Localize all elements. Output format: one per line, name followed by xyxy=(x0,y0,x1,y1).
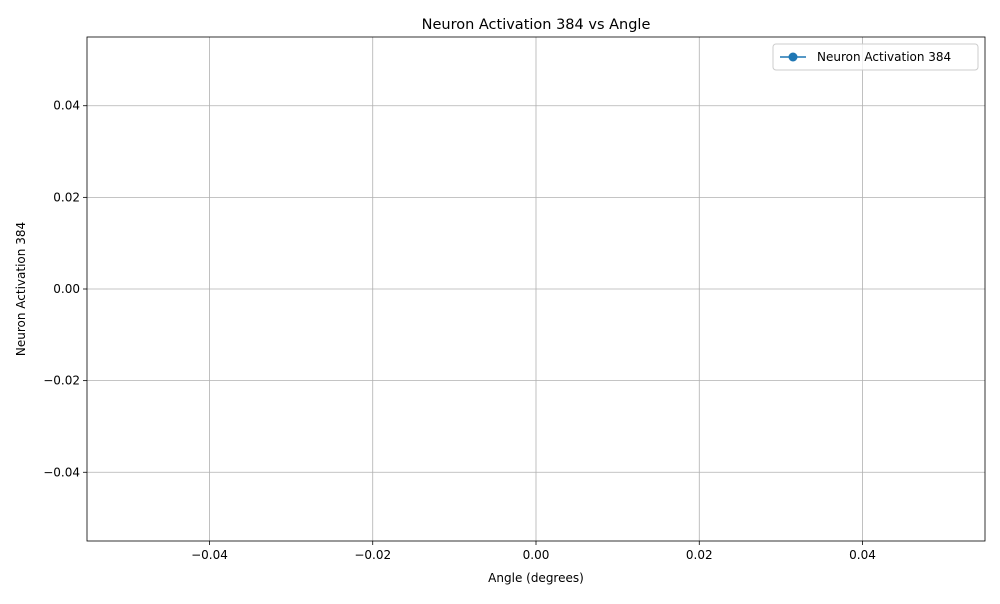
y-axis-label: Neuron Activation 384 xyxy=(14,222,28,356)
x-axis-label: Angle (degrees) xyxy=(488,571,584,585)
x-tick-label: 0.02 xyxy=(686,548,713,562)
y-tick-label: −0.04 xyxy=(43,465,80,479)
chart-title: Neuron Activation 384 vs Angle xyxy=(422,17,651,33)
y-tick-label: 0.04 xyxy=(53,99,80,113)
x-tick-label: 0.04 xyxy=(849,548,876,562)
legend-marker-circle xyxy=(788,52,798,62)
y-tick-label: −0.02 xyxy=(43,374,80,388)
y-tick-label: 0.00 xyxy=(53,282,80,296)
x-tick-label: −0.02 xyxy=(354,548,391,562)
grid xyxy=(87,37,985,541)
legend: Neuron Activation 384 xyxy=(772,43,979,71)
legend-series-label: Neuron Activation 384 xyxy=(817,50,951,64)
legend-box xyxy=(772,43,979,71)
x-axis-ticks: −0.04 −0.02 0.00 0.02 0.04 xyxy=(191,541,876,562)
y-tick-label: 0.02 xyxy=(53,190,80,204)
x-tick-label: −0.04 xyxy=(191,548,228,562)
x-tick-label: 0.00 xyxy=(523,548,550,562)
y-axis-ticks: −0.04 −0.02 0.00 0.02 0.04 xyxy=(43,99,87,479)
